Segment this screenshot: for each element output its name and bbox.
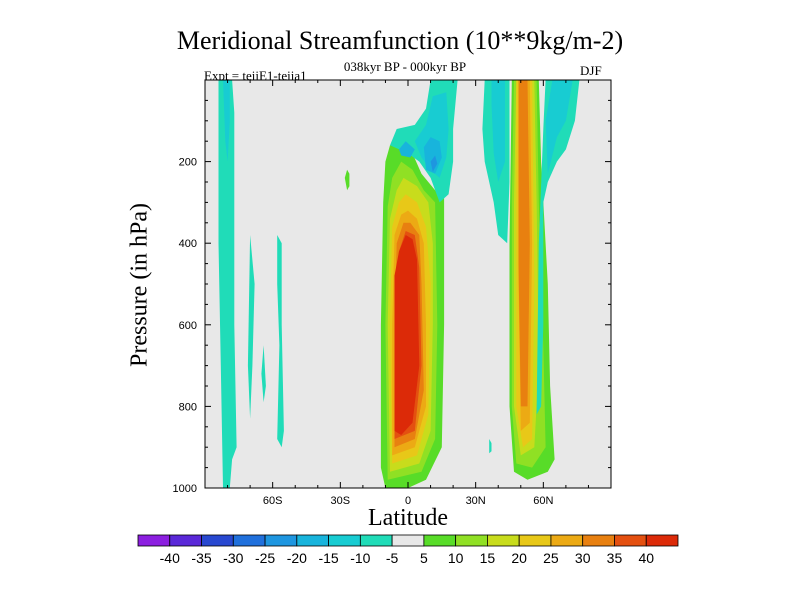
colorbar-label: -10 (350, 550, 370, 566)
y-tick-label: 400 (179, 238, 197, 250)
contour-pos-speck (344, 169, 350, 191)
colorbar-label: 20 (511, 550, 527, 566)
colorbar-swatch (232, 534, 266, 547)
contour-neg-south-mid (247, 235, 255, 419)
colorbar-label: 25 (543, 550, 559, 566)
colorbar-swatch (201, 534, 234, 547)
x-tick-label: 0 (405, 495, 411, 507)
colorbar-swatch (328, 534, 361, 547)
colorbar-label: 5 (420, 550, 428, 566)
colorbar-swatch (264, 534, 298, 547)
colorbar-label: 40 (638, 550, 654, 566)
colorbar-swatch (359, 534, 393, 547)
y-tick-label: 200 (179, 157, 197, 169)
colorbar-swatch (645, 534, 679, 547)
contour-midlat-band-core (518, 80, 530, 407)
colorbar-swatch (487, 534, 520, 547)
contour-upper-minimum-15 (399, 141, 415, 158)
contour-neg-south-thin (261, 345, 266, 403)
contour-neg-south-sub (277, 235, 284, 448)
y-tick-label: 800 (179, 401, 197, 413)
colorbar-label: -30 (223, 550, 243, 566)
contour-neg-band-east-10 (491, 80, 505, 182)
y-tick-label: 600 (179, 320, 197, 332)
y-tick-label: 1000 (173, 483, 197, 495)
colorbar-label: 10 (448, 550, 464, 566)
colorbar-label: -5 (386, 550, 399, 566)
colorbar-swatch (455, 534, 488, 547)
contour-layer (218, 80, 580, 488)
contour-neg-south-polar (218, 80, 237, 488)
colorbar-label: 30 (575, 550, 591, 566)
contour-upper-minimum-15b (423, 137, 442, 174)
colorbar-label: -15 (318, 550, 338, 566)
x-axis-label: Latitude (368, 505, 448, 531)
colorbar-label: -25 (255, 550, 275, 566)
colorbar-swatch (137, 534, 171, 547)
contour-neg-band-north-10 (545, 80, 573, 174)
x-tick-label: 30N (466, 495, 486, 507)
contour-neg-south-polar-10 (223, 80, 230, 162)
colorbar-label: 15 (480, 550, 496, 566)
chart-title: Meridional Streamfunction (10**9kg/m-2) (176, 26, 624, 55)
contour-upper-minimum-core (430, 155, 438, 172)
colorbar-swatch (296, 534, 329, 547)
contour-neg-east-speck (489, 439, 492, 454)
colorbar-swatch (169, 534, 202, 547)
colorbar-label: 35 (607, 550, 623, 566)
experiment-label: Expt = teiiE1-teiia1 (204, 68, 307, 83)
contour-neg-band-north (536, 80, 580, 415)
x-tick-label: 60N (533, 495, 553, 507)
x-tick-label: 30S (331, 495, 351, 507)
colorbar-swatch (550, 534, 584, 547)
colorbar-label: -20 (287, 550, 307, 566)
season-label: DJF (580, 63, 602, 78)
colorbar-swatch (423, 534, 457, 547)
colorbar-label: -35 (191, 550, 211, 566)
colorbar-label: -40 (160, 550, 180, 566)
x-tick-label: 60S (263, 495, 283, 507)
colorbar-swatch (391, 534, 425, 547)
colorbar-swatch (614, 534, 647, 547)
colorbar-swatch (518, 534, 552, 547)
colorbar-swatch (582, 534, 615, 547)
chart-subtitle: 038kyr BP - 000kyr BP (343, 59, 467, 74)
contour-tropical-cell-core (394, 235, 420, 435)
